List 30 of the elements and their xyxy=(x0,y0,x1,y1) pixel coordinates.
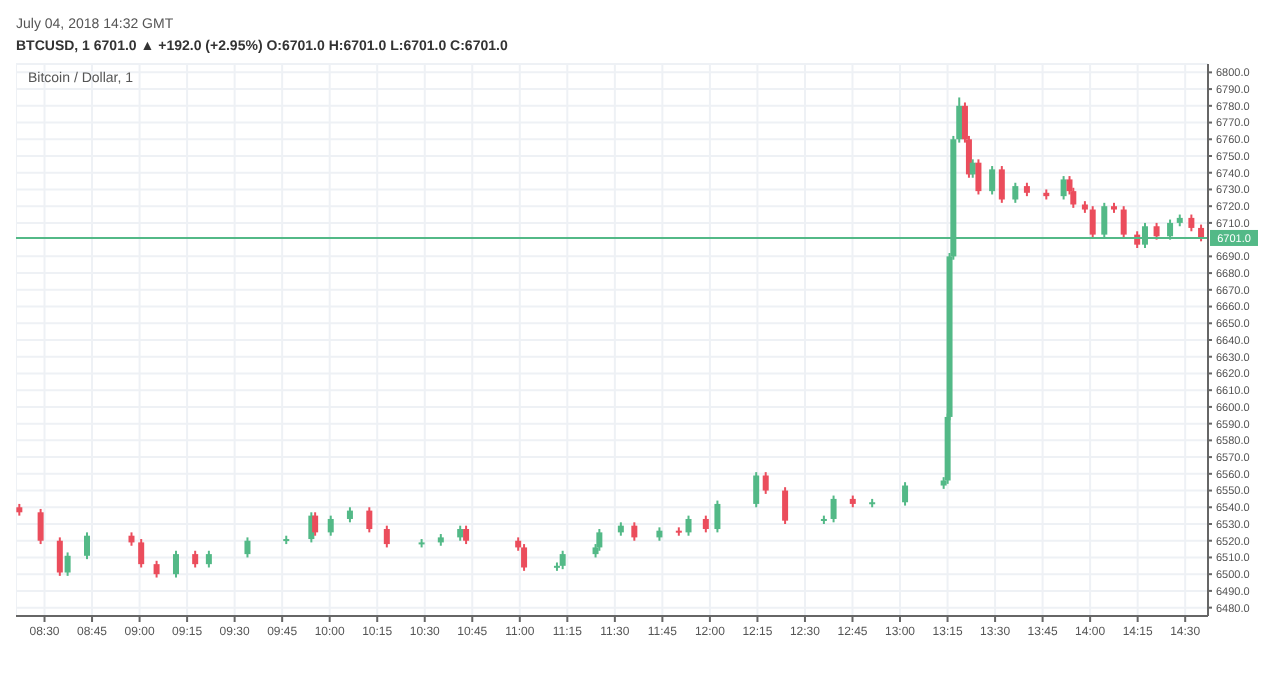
candlestick xyxy=(1120,205,1127,239)
candlestick xyxy=(902,481,909,507)
candlestick xyxy=(172,549,179,579)
candlestick xyxy=(989,165,996,196)
candlestick xyxy=(559,549,566,571)
candlestick xyxy=(685,514,692,537)
candlestick xyxy=(782,486,789,525)
candlestick xyxy=(1060,175,1067,201)
candlestick xyxy=(1012,181,1019,204)
candlestick xyxy=(1089,205,1096,239)
candlestick xyxy=(596,528,603,552)
candlestick xyxy=(383,524,390,549)
candlestick xyxy=(327,514,334,537)
candlestick xyxy=(312,511,319,537)
candlestick xyxy=(762,471,769,495)
candlestick xyxy=(64,551,71,577)
candlestick xyxy=(244,536,251,559)
candlestick xyxy=(37,507,44,546)
candlestick xyxy=(366,506,373,534)
candlestick xyxy=(753,471,760,509)
candlestick xyxy=(463,524,470,546)
candlestick xyxy=(138,538,145,569)
candlestick xyxy=(830,494,837,524)
candlestick xyxy=(975,158,982,196)
candlestick xyxy=(84,531,91,561)
candlestick xyxy=(631,521,638,542)
candlestick xyxy=(56,536,63,577)
candlestick xyxy=(998,165,1005,204)
candlestick xyxy=(521,543,528,572)
candlestick xyxy=(714,499,721,534)
